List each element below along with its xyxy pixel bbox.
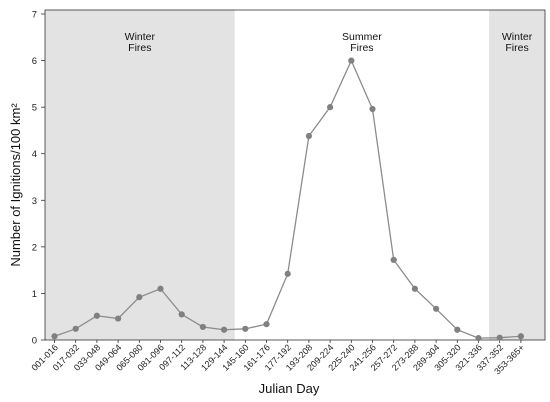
data-point	[72, 325, 79, 332]
winter-shade-region	[489, 10, 545, 340]
data-point	[263, 321, 270, 328]
data-point	[433, 305, 440, 312]
x-axis-title: Julian Day	[259, 381, 320, 396]
y-tick-label: 3	[32, 196, 37, 207]
y-tick-label: 0	[32, 336, 37, 347]
data-point	[411, 285, 418, 292]
y-axis-title: Number of Ignitions/100 km²	[8, 103, 23, 267]
data-point	[242, 325, 249, 332]
data-point	[178, 311, 185, 318]
y-tick-label: 1	[32, 289, 37, 300]
winter-shade-region	[45, 10, 235, 340]
data-point	[157, 285, 164, 292]
data-point	[517, 333, 525, 340]
y-tick-label: 4	[32, 149, 37, 160]
y-tick-label: 6	[32, 56, 37, 67]
plot-frame	[44, 9, 546, 341]
data-point	[390, 256, 397, 263]
data-point	[369, 105, 376, 113]
data-point	[327, 104, 334, 111]
data-point	[93, 312, 100, 319]
data-point	[115, 315, 122, 322]
season-label: Winter	[502, 31, 533, 43]
season-shading	[45, 10, 545, 340]
y-tick-label: 5	[32, 103, 37, 114]
series-line	[51, 57, 525, 342]
y-tick-label: 2	[32, 242, 37, 253]
data-point	[51, 333, 58, 340]
y-tick-label: 7	[32, 10, 37, 21]
data-point	[348, 57, 355, 64]
data-point	[305, 132, 312, 140]
data-point	[496, 334, 503, 341]
season-label: Fires	[350, 42, 373, 54]
data-point	[221, 326, 228, 333]
season-label: Winter	[125, 31, 156, 43]
season-label: Summer	[342, 31, 382, 43]
data-point	[284, 270, 291, 277]
data-point	[475, 335, 482, 342]
data-point	[454, 326, 461, 333]
season-label: Fires	[128, 42, 151, 54]
data-point	[136, 294, 143, 301]
data-point	[199, 323, 206, 331]
season-label: Fires	[505, 42, 528, 54]
